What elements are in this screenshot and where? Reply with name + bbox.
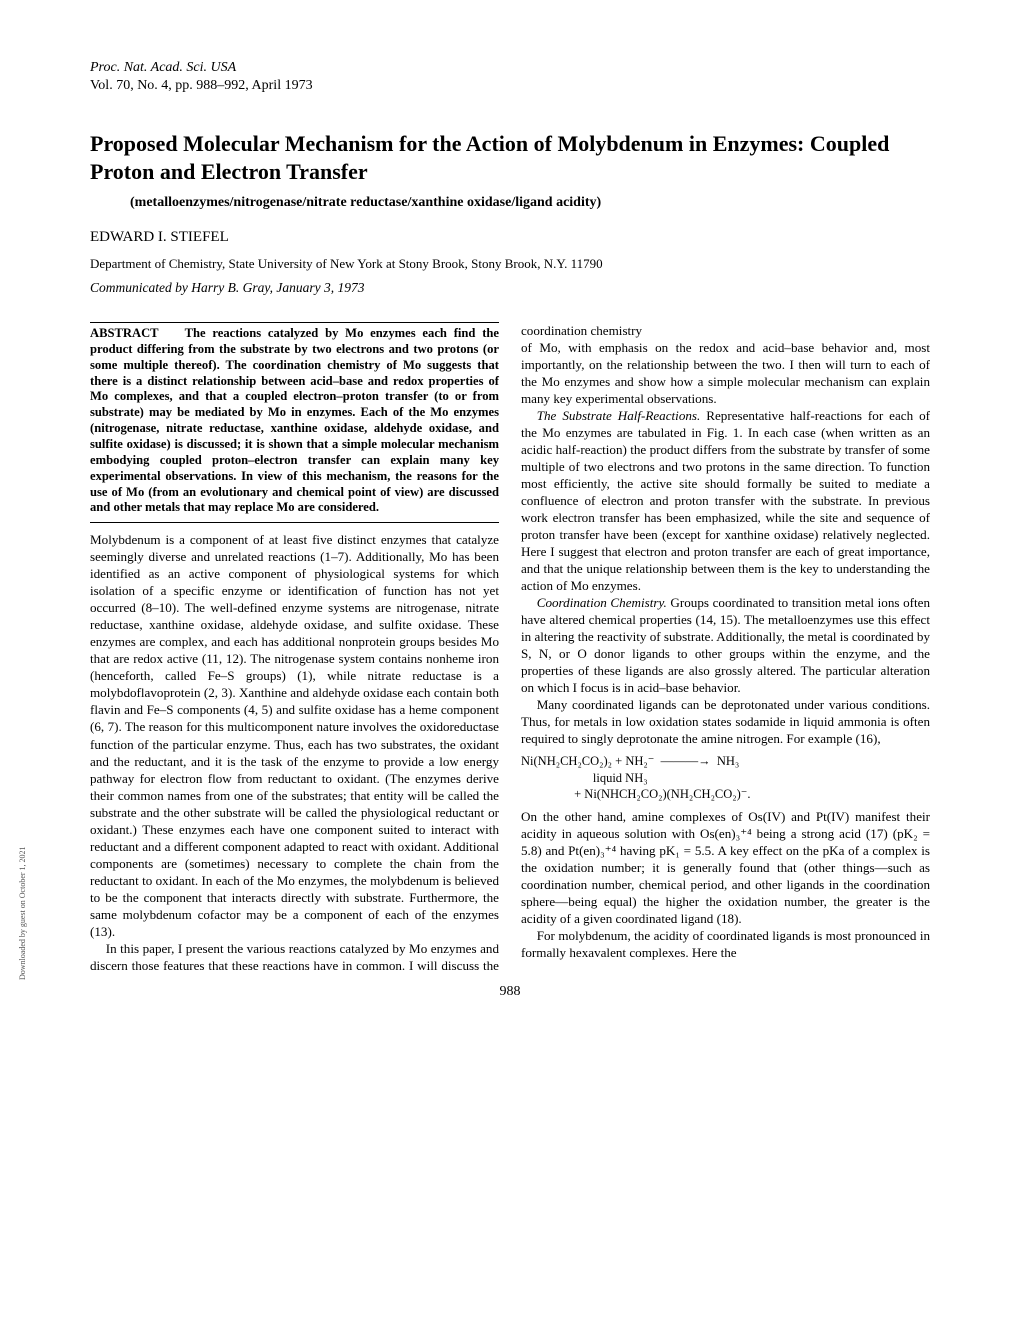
body-paragraph: The Substrate Half-Reactions. Representa… <box>521 407 930 594</box>
author-affiliation: Department of Chemistry, State Universit… <box>90 256 930 272</box>
communicated-line: Communicated by Harry B. Gray, January 3… <box>90 280 930 296</box>
body-columns: ABSTRACTThe reactions catalyzed by Mo en… <box>90 322 930 974</box>
author-name: EDWARD I. STIEFEL <box>90 229 930 246</box>
journal-name: Proc. Nat. Acad. Sci. USA <box>90 60 930 76</box>
page-number: 988 <box>90 984 930 1000</box>
keywords-line: (metalloenzymes/nitrogenase/nitrate redu… <box>130 195 930 211</box>
article-title: Proposed Molecular Mechanism for the Act… <box>90 130 930 185</box>
body-paragraph: For molybdenum, the acidity of coordinat… <box>521 927 930 961</box>
equation: Ni(NH₂CH₂CO₂)₂ + NH₂⁻ ———→ NH₃ liquid NH… <box>521 753 930 802</box>
body-paragraph: of Mo, with emphasis on the redox and ac… <box>521 339 930 407</box>
body-run: Representative half-reactions for each o… <box>521 408 930 593</box>
download-sidenote: Downloaded by guest on October 1, 2021 <box>18 846 27 980</box>
abstract-block: ABSTRACTThe reactions catalyzed by Mo en… <box>90 322 499 523</box>
page: Proc. Nat. Acad. Sci. USA Vol. 70, No. 4… <box>0 0 1020 1040</box>
journal-citation: Vol. 70, No. 4, pp. 988–992, April 1973 <box>90 78 930 94</box>
body-paragraph: Coordination Chemistry. Groups coordinat… <box>521 594 930 696</box>
section-heading-inline: The Substrate Half-Reactions. <box>537 408 701 423</box>
body-run: Groups coordinated to transition metal i… <box>521 595 930 695</box>
body-paragraph: Molybdenum is a component of at least fi… <box>90 531 499 939</box>
section-heading-inline: Coordination Chemistry. <box>537 595 667 610</box>
body-paragraph: Many coordinated ligands can be deproton… <box>521 696 930 747</box>
abstract-label: ABSTRACT <box>90 326 159 340</box>
body-paragraph: On the other hand, amine complexes of Os… <box>521 808 930 927</box>
abstract-text: The reactions catalyzed by Mo enzymes ea… <box>90 326 499 514</box>
